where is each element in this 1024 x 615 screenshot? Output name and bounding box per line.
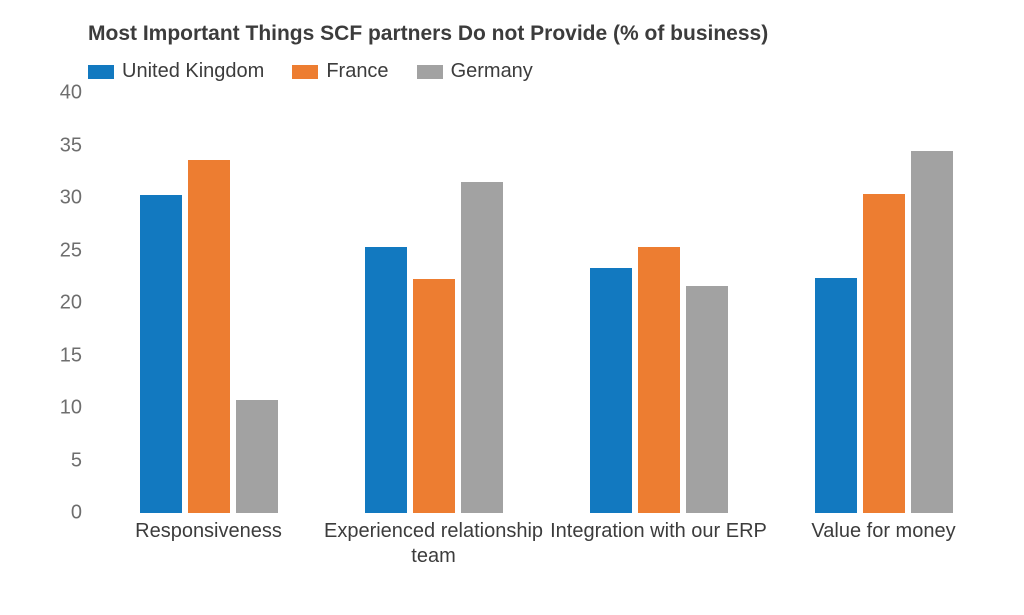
- bar: [638, 247, 680, 513]
- chart-container: Most Important Things SCF partners Do no…: [0, 0, 1024, 615]
- bar: [140, 195, 182, 513]
- legend: United Kingdom France Germany: [88, 60, 996, 83]
- bar: [413, 279, 455, 513]
- legend-label-france: France: [326, 60, 388, 83]
- y-tick: 35: [60, 134, 82, 157]
- x-axis-label: Experienced relationship team: [321, 519, 546, 569]
- bar: [236, 400, 278, 513]
- y-tick: 25: [60, 239, 82, 262]
- legend-item-germany: Germany: [417, 60, 533, 83]
- bar: [815, 278, 857, 513]
- legend-item-uk: United Kingdom: [88, 60, 264, 83]
- bar: [590, 268, 632, 513]
- plot-area: [96, 93, 996, 513]
- y-tick: 40: [60, 82, 82, 105]
- bar-group: [546, 93, 771, 513]
- bar: [365, 247, 407, 513]
- x-axis-label: Integration with our ERP: [546, 519, 771, 544]
- x-axis-labels: ResponsivenessExperienced relationship t…: [96, 513, 996, 573]
- y-tick: 20: [60, 292, 82, 315]
- y-tick: 0: [71, 502, 82, 525]
- y-tick: 10: [60, 397, 82, 420]
- bar-group: [321, 93, 546, 513]
- x-axis-label: Value for money: [771, 519, 996, 544]
- legend-label-germany: Germany: [451, 60, 533, 83]
- y-tick: 30: [60, 187, 82, 210]
- bar-group: [96, 93, 321, 513]
- bar: [188, 160, 230, 513]
- bar: [911, 151, 953, 513]
- bar: [863, 194, 905, 513]
- y-axis: 0510152025303540: [36, 93, 90, 513]
- legend-swatch-germany: [417, 65, 443, 79]
- legend-swatch-france: [292, 65, 318, 79]
- plot: 0510152025303540: [36, 93, 996, 513]
- bar: [686, 286, 728, 513]
- y-tick: 15: [60, 344, 82, 367]
- legend-swatch-uk: [88, 65, 114, 79]
- y-tick: 5: [71, 449, 82, 472]
- x-axis-label: Responsiveness: [96, 519, 321, 544]
- bar: [461, 182, 503, 513]
- legend-item-france: France: [292, 60, 388, 83]
- legend-label-uk: United Kingdom: [122, 60, 264, 83]
- chart-title: Most Important Things SCF partners Do no…: [88, 22, 996, 46]
- bar-group: [771, 93, 996, 513]
